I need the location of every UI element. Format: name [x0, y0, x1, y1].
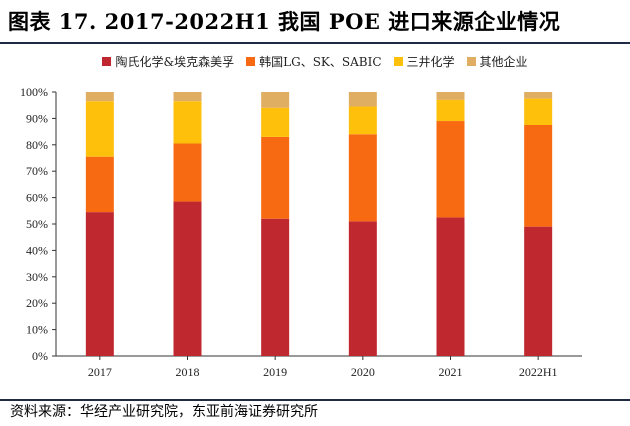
y-tick-label: 90%	[26, 111, 48, 125]
bar-segment	[173, 143, 202, 202]
bar-segment	[85, 101, 114, 157]
bar-segment	[173, 201, 202, 356]
legend-item: 陶氏化学&埃克森美孚	[102, 53, 234, 70]
bar-segment	[436, 92, 465, 100]
x-tick-label: 2022H1	[519, 365, 558, 379]
x-tick-label: 2020	[351, 365, 375, 379]
bar-segment	[348, 106, 377, 135]
x-tick-label: 2018	[176, 365, 200, 379]
bar-segment	[85, 92, 114, 102]
bar-segment	[348, 134, 377, 222]
bar-segment	[261, 92, 290, 108]
bar-segment	[348, 92, 377, 107]
source-note: 资料来源：华经产业研究院，东亚前海证券研究所	[10, 404, 318, 420]
bar-segment	[85, 156, 114, 213]
legend-item: 其他企业	[466, 53, 528, 70]
legend-label: 陶氏化学&埃克森美孚	[115, 55, 235, 69]
y-tick-label: 50%	[26, 217, 48, 231]
y-tick-label: 80%	[26, 138, 48, 152]
y-tick-label: 70%	[26, 164, 48, 178]
legend-swatch	[246, 57, 256, 66]
bar-segment	[524, 92, 553, 99]
bar-segment	[524, 226, 553, 356]
bar-segment	[348, 221, 377, 356]
bar-segment	[173, 92, 202, 102]
bar-segment	[524, 125, 553, 227]
bar-segment	[436, 217, 465, 356]
legend-swatch	[102, 57, 112, 66]
legend-swatch	[466, 57, 476, 66]
bar-segment	[436, 121, 465, 218]
y-tick-label: 10%	[26, 323, 48, 337]
bar-segment	[85, 212, 114, 356]
x-tick-label: 2017	[88, 365, 112, 379]
y-tick-label: 30%	[26, 270, 48, 284]
legend-item: 三井化学	[393, 53, 455, 70]
chart-title: 图表 17. 2017-2022H1 我国 POE 进口来源企业情况	[8, 9, 561, 34]
bar-segment	[173, 101, 202, 144]
x-tick-label: 2019	[263, 365, 287, 379]
legend-label: 三井化学	[406, 55, 455, 69]
y-tick-label: 60%	[26, 191, 48, 205]
x-tick-label: 2021	[439, 365, 463, 379]
legend-label: 韩国LG、SK、SABIC	[259, 55, 382, 69]
bar-segment	[261, 136, 290, 219]
legend-swatch	[393, 57, 403, 66]
source-rule	[0, 399, 630, 401]
y-tick-label: 40%	[26, 243, 48, 257]
bar-segment	[261, 107, 290, 137]
legend-item: 韩国LG、SK、SABIC	[246, 53, 382, 70]
title-rule	[0, 42, 630, 44]
legend: 陶氏化学&埃克森美孚 韩国LG、SK、SABIC 三井化学 其他企业	[0, 53, 630, 70]
y-tick-label: 0%	[32, 349, 48, 363]
bar-segment	[524, 98, 553, 125]
legend-label: 其他企业	[479, 55, 528, 69]
y-tick-label: 100%	[20, 85, 48, 99]
bar-segment	[436, 99, 465, 122]
y-tick-label: 20%	[26, 296, 48, 310]
bar-segment	[261, 218, 290, 356]
